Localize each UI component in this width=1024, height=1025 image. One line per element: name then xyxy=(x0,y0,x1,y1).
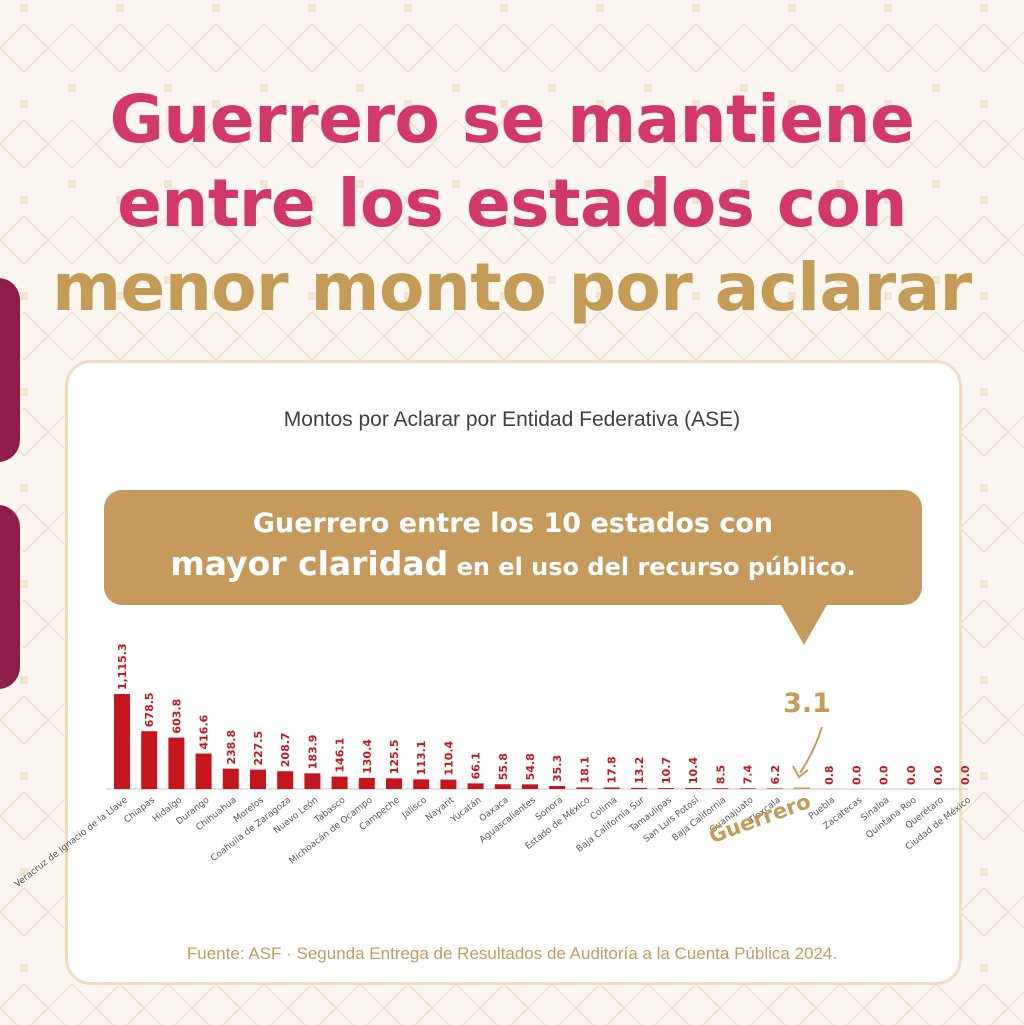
title-line-3: menor monto por aclarar xyxy=(52,249,972,326)
page-title: Guerrero se mantiene entre los estados c… xyxy=(0,78,1024,330)
data-label: 0.0 xyxy=(905,765,918,785)
data-label: 17.8 xyxy=(606,756,619,783)
data-label: 55.8 xyxy=(497,753,510,780)
data-label: 0.8 xyxy=(823,765,836,785)
data-label: 0.0 xyxy=(932,765,945,785)
data-label: 146.1 xyxy=(334,738,347,773)
data-label: 54.8 xyxy=(524,753,537,780)
bar xyxy=(549,785,566,789)
data-label: 10.4 xyxy=(687,757,700,784)
data-label: 125.5 xyxy=(388,740,401,775)
title-line-1: Guerrero se mantiene xyxy=(109,81,915,158)
callout-line-2-rest: en el uso del recurso público. xyxy=(448,553,856,581)
source-note: Fuente: ASF · Segunda Entrega de Resulta… xyxy=(186,944,838,963)
bar xyxy=(168,737,185,789)
data-label: 13.2 xyxy=(633,757,646,784)
data-label: 1,115.3 xyxy=(116,643,129,690)
bar xyxy=(413,779,430,789)
chart-title: Montos por Aclarar por Entidad Federativ… xyxy=(283,408,741,431)
side-tab-top xyxy=(0,278,20,462)
bar xyxy=(494,784,511,789)
data-label: 130.4 xyxy=(361,739,374,774)
highlight-arrow-head xyxy=(792,765,809,779)
bar xyxy=(277,771,294,789)
bar xyxy=(304,773,321,789)
bar xyxy=(141,731,158,789)
callout-pointer xyxy=(780,603,828,645)
bar xyxy=(195,753,212,789)
tick-label: Yucatán xyxy=(449,795,484,825)
data-label: 35.3 xyxy=(551,755,564,782)
data-label: 0.0 xyxy=(959,765,972,785)
data-label: 8.5 xyxy=(714,765,727,785)
data-label: 0.0 xyxy=(878,765,891,785)
data-label: 7.4 xyxy=(742,765,755,785)
tick-label: Chiapas xyxy=(123,795,158,825)
bar xyxy=(685,788,702,789)
bar xyxy=(712,788,729,789)
bar xyxy=(630,787,647,789)
data-label: 18.1 xyxy=(578,756,591,783)
title-line-2: entre los estados con xyxy=(117,165,907,242)
data-label: 0.0 xyxy=(850,765,863,785)
bar xyxy=(658,788,674,789)
bar xyxy=(766,788,783,789)
data-label: 227.5 xyxy=(252,731,265,766)
bar xyxy=(603,787,620,789)
callout-line-1: Guerrero entre los 10 estados con xyxy=(252,508,774,539)
side-tab-bottom xyxy=(0,505,20,689)
highlight-value-label: 3.1 xyxy=(783,688,831,719)
bar xyxy=(576,787,593,789)
data-label: 416.6 xyxy=(198,714,211,749)
data-label: 238.8 xyxy=(225,730,238,765)
bar xyxy=(739,788,756,789)
chart-panel xyxy=(65,360,962,985)
bar xyxy=(358,777,375,789)
bar xyxy=(440,779,457,789)
data-label: 603.8 xyxy=(170,699,183,734)
data-label: 66.1 xyxy=(470,752,483,779)
bar xyxy=(331,776,348,789)
data-label: 10.7 xyxy=(660,757,673,784)
data-label: 110.4 xyxy=(442,740,455,775)
callout-box: Guerrero entre los 10 estados con mayor … xyxy=(104,490,922,605)
bar xyxy=(222,768,239,789)
tick-label: Veracruz de Ignacio de la Llave xyxy=(13,795,130,890)
bar-highlight xyxy=(794,787,810,789)
data-label: 678.5 xyxy=(143,692,156,727)
bar xyxy=(467,783,484,789)
callout-line-2: mayor claridad en el uso del recurso púb… xyxy=(104,544,922,583)
bar xyxy=(114,694,130,789)
data-label: 208.7 xyxy=(279,732,292,767)
highlight-arrow xyxy=(799,726,823,774)
data-label: 183.9 xyxy=(306,735,319,770)
callout-emphasis: mayor claridad xyxy=(170,544,449,583)
data-label: 113.1 xyxy=(415,741,428,776)
data-label: 6.2 xyxy=(769,765,782,785)
bar xyxy=(386,778,402,789)
bar xyxy=(522,784,538,789)
bar xyxy=(250,769,266,789)
